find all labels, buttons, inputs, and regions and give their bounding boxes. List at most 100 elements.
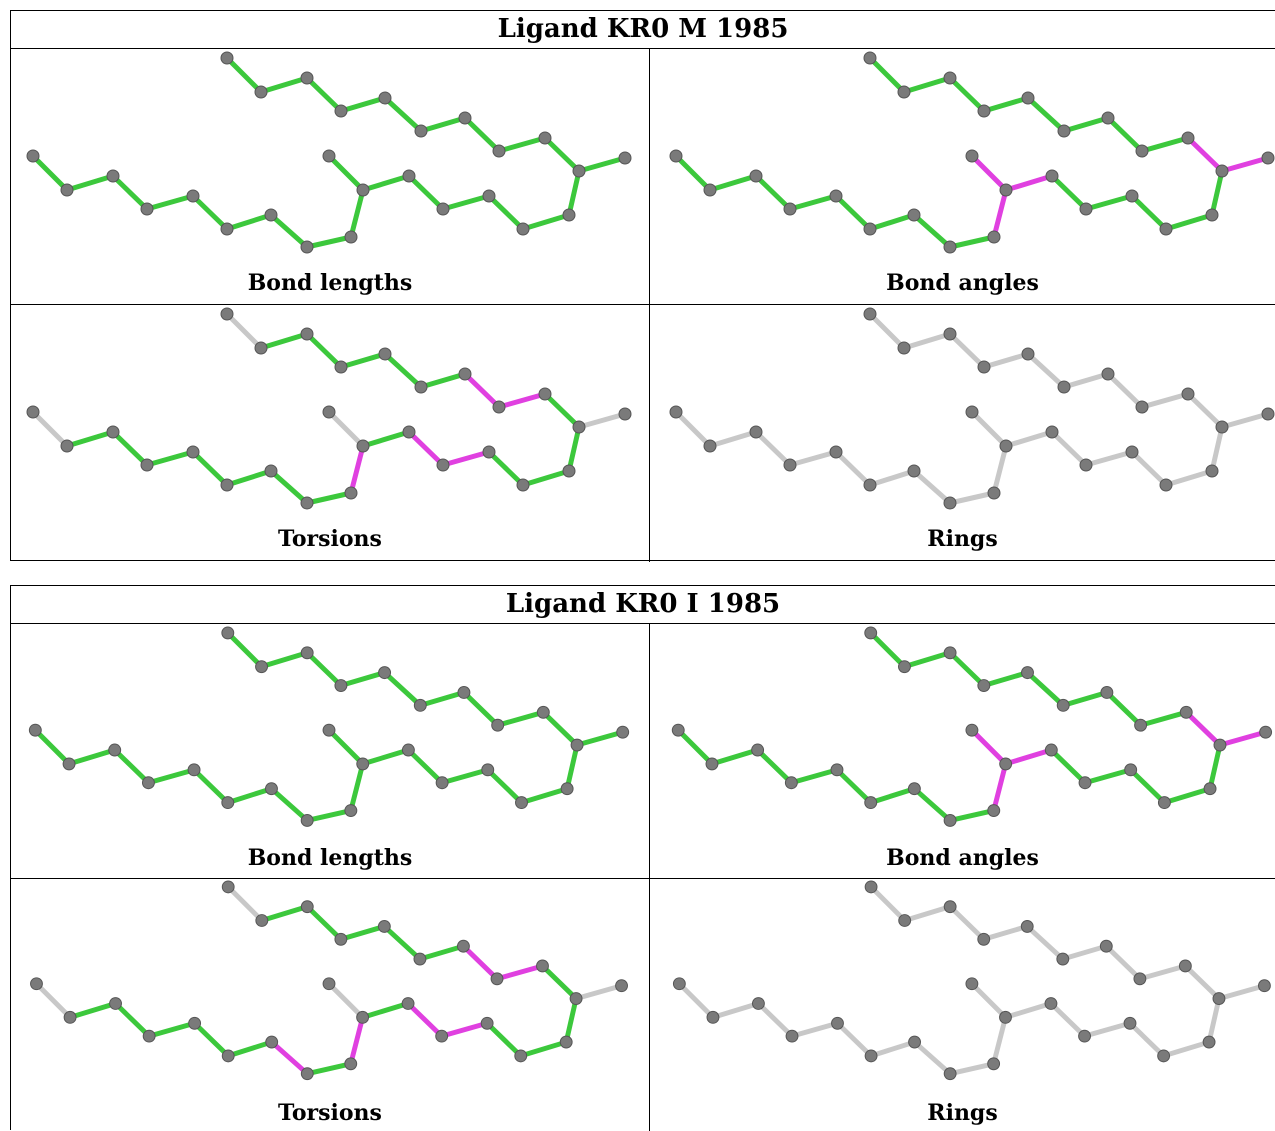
molecule-bond [1128,767,1167,806]
molecule-bond [991,761,1009,814]
molecule-atom [1203,782,1217,796]
molecule-atom [536,959,549,973]
molecule-bond [1139,135,1191,154]
molecule-bond [912,1039,953,1077]
molecule-bond [710,1001,761,1020]
molecule-atom [1079,202,1093,216]
molecule-atom [334,360,348,374]
molecule-bond [486,449,526,488]
molecule-atom [1057,124,1071,138]
molecule-atom [1056,952,1070,966]
molecule-bond [1003,173,1055,193]
molecule-atom [1079,458,1093,472]
molecule-atom [458,111,472,125]
molecule-atom [864,796,878,810]
molecule-atom [300,814,314,827]
molecule-bond [224,468,274,488]
molecule-bond [947,1061,997,1077]
molecule-atom [378,347,392,361]
molecule-atom [749,169,763,183]
molecule-atom [356,757,370,771]
molecule-bond [496,135,548,154]
molecule-bond [867,468,917,488]
molecule-bond [709,747,761,767]
molecule-bond [1025,670,1066,708]
grid-divider [11,304,1275,305]
molecule-atom [706,1010,720,1024]
molecule-bond [224,311,264,351]
molecule-atom [140,458,154,472]
molecule-atom [28,723,42,737]
cell-bond-angles: Bond angles [649,49,1275,305]
molecule-bond [707,173,759,193]
molecule-atom [1259,725,1273,739]
molecule-atom [1045,169,1059,183]
molecule-bond [867,212,917,232]
molecule-atom [1213,738,1227,752]
molecule-bond [1082,1020,1133,1039]
molecule-atom [703,183,717,197]
molecule-bond [981,351,1031,370]
molecule-bond [574,729,626,748]
molecule-atom [943,71,957,85]
molecule-bond [969,727,1009,767]
molecule-bond [911,212,953,250]
panel-title: Ligand KR0 I 1985 [11,586,1275,624]
molecule-atom [538,131,552,145]
molecule-atom [943,496,957,510]
molecule-bond [911,786,953,823]
molecule-atom [977,360,991,374]
molecule-diagram [672,880,1271,1081]
molecule-bond [788,767,840,786]
molecule-diagram [669,51,1275,254]
molecule-bond [1083,449,1135,468]
molecule-bond [360,429,412,449]
molecule-bond [64,429,116,449]
molecule-bond [348,443,366,496]
molecule-atom [60,439,74,453]
molecule-atom [221,626,235,640]
molecule-bond [1209,168,1225,218]
molecule-bond [1161,786,1213,806]
molecule-bond [833,449,873,488]
molecule-bond [901,75,953,95]
molecule-bond [1185,391,1225,430]
molecule-atom [943,646,957,660]
molecule-atom [142,1029,156,1043]
cell-bond-angles: Bond angles [649,624,1275,878]
molecule-atom [864,1049,878,1063]
molecule-bond [1025,95,1067,134]
molecule-bond [326,153,366,193]
molecule-bond [418,115,468,134]
molecule-atom [831,1016,844,1030]
molecule-atom [669,149,683,163]
molecule-atom [1045,425,1059,439]
molecule-bond [268,468,310,506]
molecule-atom [300,327,314,341]
cell-caption: Bond angles [886,270,1039,296]
molecule-bond [440,449,492,468]
molecule-atom [436,458,450,472]
molecule-atom [140,202,154,216]
molecule-bond [268,786,310,823]
molecule-atom [618,407,632,421]
molecule-atom [1056,698,1070,712]
molecule-atom [187,763,201,777]
molecule-atom [863,307,877,321]
molecule-bond [911,468,953,506]
molecule-bond [947,490,997,506]
molecule-bond [1060,943,1109,962]
molecule-atom [1020,920,1034,933]
molecule-bond [563,996,579,1045]
molecule-atom [1181,131,1195,145]
molecule-atom [1133,972,1147,986]
molecule-atom [186,189,200,203]
molecule-bond [1207,742,1223,792]
molecule-atom [435,776,449,790]
molecule-atom [344,1057,358,1071]
molecule-bond [225,1039,275,1059]
molecule-bond [564,742,580,792]
molecule-bond [707,429,759,449]
molecule-bond [947,234,997,250]
molecule-bond [868,1039,918,1059]
